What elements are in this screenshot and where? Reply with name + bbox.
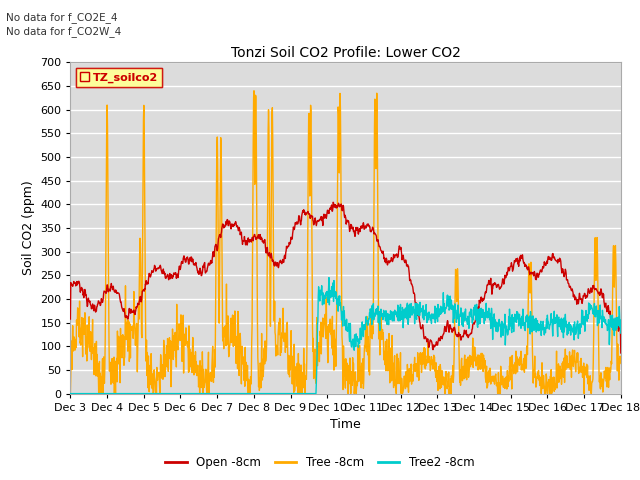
Tree -8cm [617, 360, 625, 365]
Open -8cm [67, 316, 74, 322]
Tree2 -8cm [189, 391, 196, 396]
Open -8cm [330, 199, 337, 205]
Y-axis label: Soil CO2 (ppm): Soil CO2 (ppm) [22, 180, 35, 276]
Tree2 -8cm [504, 327, 511, 333]
Tree -8cm [67, 391, 74, 396]
Open -8cm [552, 258, 559, 264]
Tree -8cm [250, 88, 258, 94]
Open -8cm [189, 256, 196, 262]
Tree2 -8cm [325, 275, 333, 280]
Line: Tree -8cm: Tree -8cm [70, 91, 621, 394]
Tree -8cm [189, 335, 196, 340]
Tree2 -8cm [175, 391, 183, 396]
Tree -8cm [504, 368, 511, 373]
Tree -8cm [251, 181, 259, 187]
Open -8cm [250, 232, 258, 238]
Text: No data for f_CO2W_4: No data for f_CO2W_4 [6, 26, 122, 37]
Tree2 -8cm [617, 330, 625, 336]
Line: Open -8cm: Open -8cm [70, 202, 621, 353]
Open -8cm [175, 263, 183, 269]
Open -8cm [504, 272, 511, 278]
Tree -8cm [431, 364, 439, 370]
Title: Tonzi Soil CO2 Profile: Lower CO2: Tonzi Soil CO2 Profile: Lower CO2 [230, 46, 461, 60]
Tree2 -8cm [431, 320, 439, 326]
Legend: Open -8cm, Tree -8cm, Tree2 -8cm: Open -8cm, Tree -8cm, Tree2 -8cm [161, 452, 479, 474]
Tree -8cm [552, 381, 559, 387]
X-axis label: Time: Time [330, 418, 361, 431]
Text: No data for f_CO2E_4: No data for f_CO2E_4 [6, 12, 118, 23]
Tree -8cm [175, 327, 183, 333]
Tree2 -8cm [552, 320, 559, 326]
Open -8cm [617, 350, 625, 356]
Tree2 -8cm [67, 391, 74, 396]
Legend: TZ_soilco2: TZ_soilco2 [76, 68, 163, 87]
Tree2 -8cm [250, 391, 258, 396]
Open -8cm [431, 343, 439, 348]
Line: Tree2 -8cm: Tree2 -8cm [70, 277, 621, 394]
